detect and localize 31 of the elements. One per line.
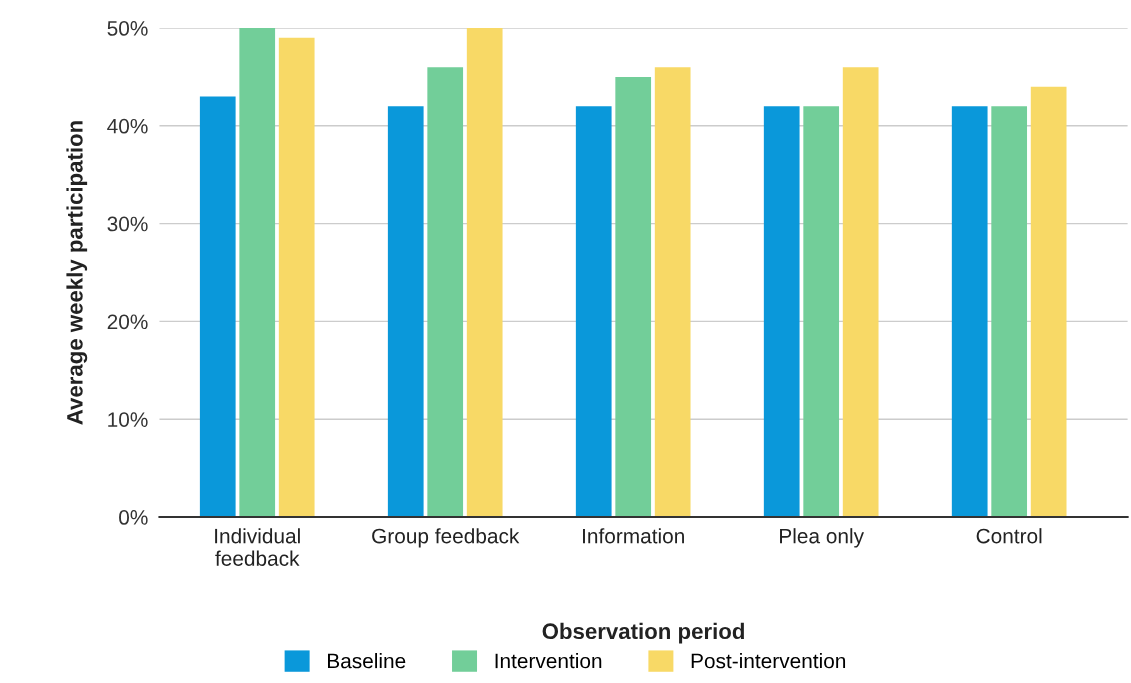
bar <box>575 106 612 518</box>
bar <box>278 37 315 518</box>
bar <box>803 106 840 518</box>
x-tick-label: Group feedback <box>372 528 520 548</box>
bar <box>387 106 424 518</box>
bar <box>615 76 652 518</box>
y-tick-label: 0% <box>119 510 148 525</box>
y-tick-label: 10% <box>108 412 148 427</box>
bar <box>991 106 1028 518</box>
y-tick-label: 50% <box>107 21 148 36</box>
bar <box>239 28 276 518</box>
legend-label: Baseline <box>328 653 406 669</box>
y-tick-label: 30% <box>107 216 148 232</box>
x-axis-title: Observation period <box>542 622 744 644</box>
y-axis-title: Average weekly participation <box>66 121 88 425</box>
bar <box>199 96 236 518</box>
bar <box>1030 86 1067 518</box>
bar <box>951 106 988 518</box>
y-tick-label: 40% <box>107 118 148 134</box>
y-tick-label: 20% <box>107 314 148 330</box>
legend-label: Post-intervention <box>691 653 846 669</box>
x-tick-label: Control <box>976 528 1042 544</box>
bar <box>466 28 503 518</box>
legend-label: Intervention <box>495 653 602 669</box>
x-tick-label: Plea only <box>780 528 864 548</box>
x-tick-label: Information <box>583 528 684 544</box>
bar <box>654 67 691 518</box>
x-tick-label: Individual feedback <box>215 528 300 566</box>
bar <box>427 67 464 518</box>
bar <box>842 67 879 518</box>
bar <box>763 106 800 518</box>
